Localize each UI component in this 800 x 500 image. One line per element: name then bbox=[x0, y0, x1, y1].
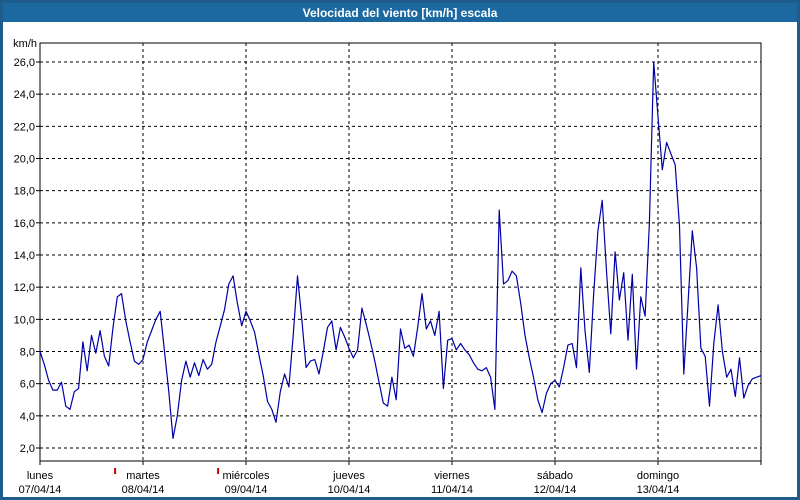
day-name-label: miércoles bbox=[222, 470, 270, 482]
y-axis-tick-label: 26,0 bbox=[14, 57, 35, 69]
day-date-label: 12/04/14 bbox=[534, 484, 577, 496]
y-axis-tick-label: 12,0 bbox=[14, 282, 35, 294]
window-title: Velocidad del viento [km/h] escala bbox=[302, 5, 498, 20]
day-date-label: 10/04/14 bbox=[328, 484, 371, 496]
day-name-label: viernes bbox=[434, 470, 470, 482]
y-axis-unit-label: km/h bbox=[13, 38, 37, 50]
y-axis-tick-label: 2,0 bbox=[20, 443, 35, 455]
day-date-label: 13/04/14 bbox=[637, 484, 680, 496]
y-axis-tick-label: 18,0 bbox=[14, 186, 35, 198]
y-axis-tick-label: 14,0 bbox=[14, 250, 35, 262]
day-date-label: 08/04/14 bbox=[122, 484, 165, 496]
day-name-label: martes bbox=[126, 470, 160, 482]
day-date-label: 11/04/14 bbox=[431, 484, 473, 496]
plot-border bbox=[39, 42, 762, 462]
y-axis-tick-label: 4,0 bbox=[20, 411, 35, 423]
y-axis-tick-label: 10,0 bbox=[14, 314, 35, 326]
y-axis-tick-label: 8,0 bbox=[20, 347, 35, 359]
y-axis-tick-label: 24,0 bbox=[14, 89, 35, 101]
day-date-label: 09/04/14 bbox=[225, 484, 268, 496]
window-titlebar[interactable]: Velocidad del viento [km/h] escala bbox=[3, 3, 797, 22]
day-date-label: 07/04/14 bbox=[19, 484, 62, 496]
wind-speed-chart: 2,0 4,0 6,0 8,0 10,0 12,0 14,0 16,0 18,0 20,0 22,0… bbox=[13, 38, 762, 496]
day-name-label: domingo bbox=[637, 470, 679, 482]
day-name-label: lunes bbox=[27, 470, 54, 482]
y-axis-tick-label: 22,0 bbox=[14, 121, 35, 133]
y-axis-tick-label: 20,0 bbox=[14, 154, 35, 166]
wind-speed-line bbox=[39, 61, 762, 439]
day-name-label: jueves bbox=[332, 470, 365, 482]
day-name-label: sábado bbox=[537, 470, 573, 482]
y-axis-tick-label: 16,0 bbox=[14, 218, 35, 230]
y-axis-tick-label: 6,0 bbox=[20, 379, 35, 391]
